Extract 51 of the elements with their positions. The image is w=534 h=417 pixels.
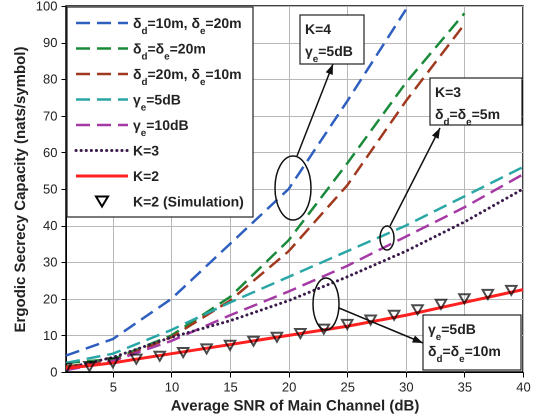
y-tick-label: 30 — [43, 254, 58, 270]
point — [83, 360, 96, 372]
point — [458, 293, 471, 304]
y-tick-label: 100 — [36, 0, 58, 14]
y-tick-label: 40 — [43, 218, 58, 234]
y-tick-label: 60 — [43, 144, 58, 160]
point — [176, 347, 190, 358]
point — [318, 324, 330, 335]
point — [411, 304, 424, 316]
annotation: γ$_{e}$=5dB δ$_{d}$=δ$_{e}$=10m — [428, 321, 501, 364]
legend-label: δ$_{d}$=δ$_{e}$=20m — [133, 40, 206, 62]
x-tick-label: 15 — [223, 380, 238, 394]
x-tick-label: 35 — [458, 380, 472, 394]
annotation: K=4 γ$_{e}$=5dB — [305, 21, 353, 64]
point — [294, 328, 307, 340]
legend-label: δ$_{d}$=10m, δ$_{e}$=20m — [133, 15, 242, 36]
point — [270, 332, 284, 343]
x-axis-title: Average SNR of Main Channel (dB) — [170, 398, 420, 414]
point — [482, 288, 494, 300]
y-axis-title: Ergodic Secrecy Capacity (nats/symbol) — [12, 46, 29, 332]
point — [340, 318, 354, 330]
legend-label: γ$_{e}$=10dB — [133, 117, 189, 138]
point — [154, 350, 166, 362]
point — [434, 298, 448, 310]
point — [505, 284, 518, 296]
y-tick-label: 10 — [43, 328, 58, 343]
legend-label: K=2 (Simulation) — [133, 194, 244, 210]
point — [224, 340, 236, 351]
point — [247, 336, 260, 347]
x-tick-label: 10 — [164, 380, 180, 394]
point — [106, 357, 120, 368]
legend-label: K=2 — [133, 168, 160, 184]
y-tick-label: 0 — [50, 364, 58, 380]
x-tick-label: 20 — [282, 380, 296, 394]
legend-label: K=3 — [133, 142, 160, 158]
x-tick-label: 5 — [110, 380, 117, 394]
y-tick-label: 50 — [43, 182, 58, 196]
legend-label: γ$_{e}$=5dB — [133, 92, 181, 113]
line-series — [66, 8, 408, 357]
x-tick-label: 25 — [340, 380, 355, 394]
y-tick-label: 20 — [43, 291, 58, 306]
point — [364, 314, 377, 326]
x-tick-label: 40 — [516, 380, 531, 394]
x-tick-label: 30 — [399, 380, 414, 394]
point — [130, 354, 143, 365]
point — [200, 343, 213, 354]
y-tick-label: 90 — [43, 35, 58, 50]
y-tick-label: 80 — [43, 72, 58, 87]
y-tick-label: 70 — [43, 108, 58, 124]
legend-label: δ$_{d}$=20m, δ$_{e}$=10m — [133, 66, 242, 88]
point — [388, 310, 400, 321]
